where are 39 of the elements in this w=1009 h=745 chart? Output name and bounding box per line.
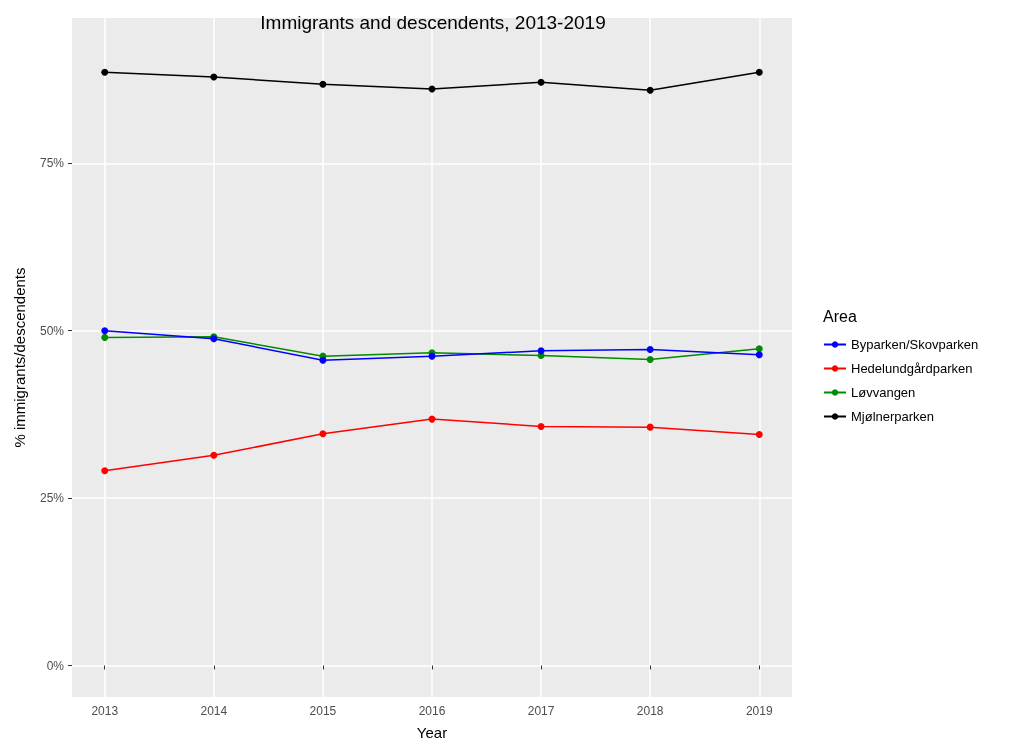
point bbox=[646, 423, 654, 431]
point bbox=[101, 467, 109, 475]
x-tick-label: 2018 bbox=[636, 704, 664, 718]
point bbox=[101, 68, 109, 76]
point bbox=[537, 347, 545, 355]
x-axis-title: Year bbox=[416, 724, 448, 741]
y-axis-title: % immigrants/descendents bbox=[11, 267, 28, 448]
chart-title: Immigrants and descendents, 2013-2019 bbox=[260, 12, 606, 33]
y-tick-label: 50% bbox=[39, 323, 65, 338]
point bbox=[101, 327, 109, 335]
point bbox=[210, 451, 218, 459]
legend-label: Mjølnerparken bbox=[851, 409, 935, 424]
point bbox=[319, 356, 327, 364]
legend-label: Byparken/Skovparken bbox=[851, 337, 979, 352]
x-tick-label: 2014 bbox=[200, 704, 228, 718]
point bbox=[537, 78, 545, 86]
x-tick-label: 2013 bbox=[91, 704, 119, 718]
point bbox=[646, 356, 654, 364]
x-tick-label: 2016 bbox=[418, 704, 446, 718]
point bbox=[319, 80, 327, 88]
y-tick-label: 25% bbox=[39, 491, 65, 506]
x-tick-label: 2017 bbox=[527, 704, 555, 718]
point bbox=[646, 86, 654, 94]
point bbox=[210, 73, 218, 81]
point bbox=[537, 422, 545, 430]
x-tick-label: 2019 bbox=[745, 704, 773, 718]
legend-label: Løvvangen bbox=[851, 385, 916, 400]
x-tick-label: 2015 bbox=[309, 704, 337, 718]
point bbox=[319, 430, 327, 438]
legend-label: Hedelundgårdparken bbox=[851, 361, 973, 376]
point bbox=[646, 345, 654, 353]
legend-title: Area bbox=[823, 307, 857, 325]
point bbox=[101, 333, 109, 341]
y-tick-label: 0% bbox=[46, 658, 65, 673]
point bbox=[755, 68, 763, 76]
point bbox=[755, 351, 763, 359]
point bbox=[755, 431, 763, 438]
y-tick-label: 75% bbox=[39, 156, 65, 171]
point bbox=[755, 345, 763, 353]
